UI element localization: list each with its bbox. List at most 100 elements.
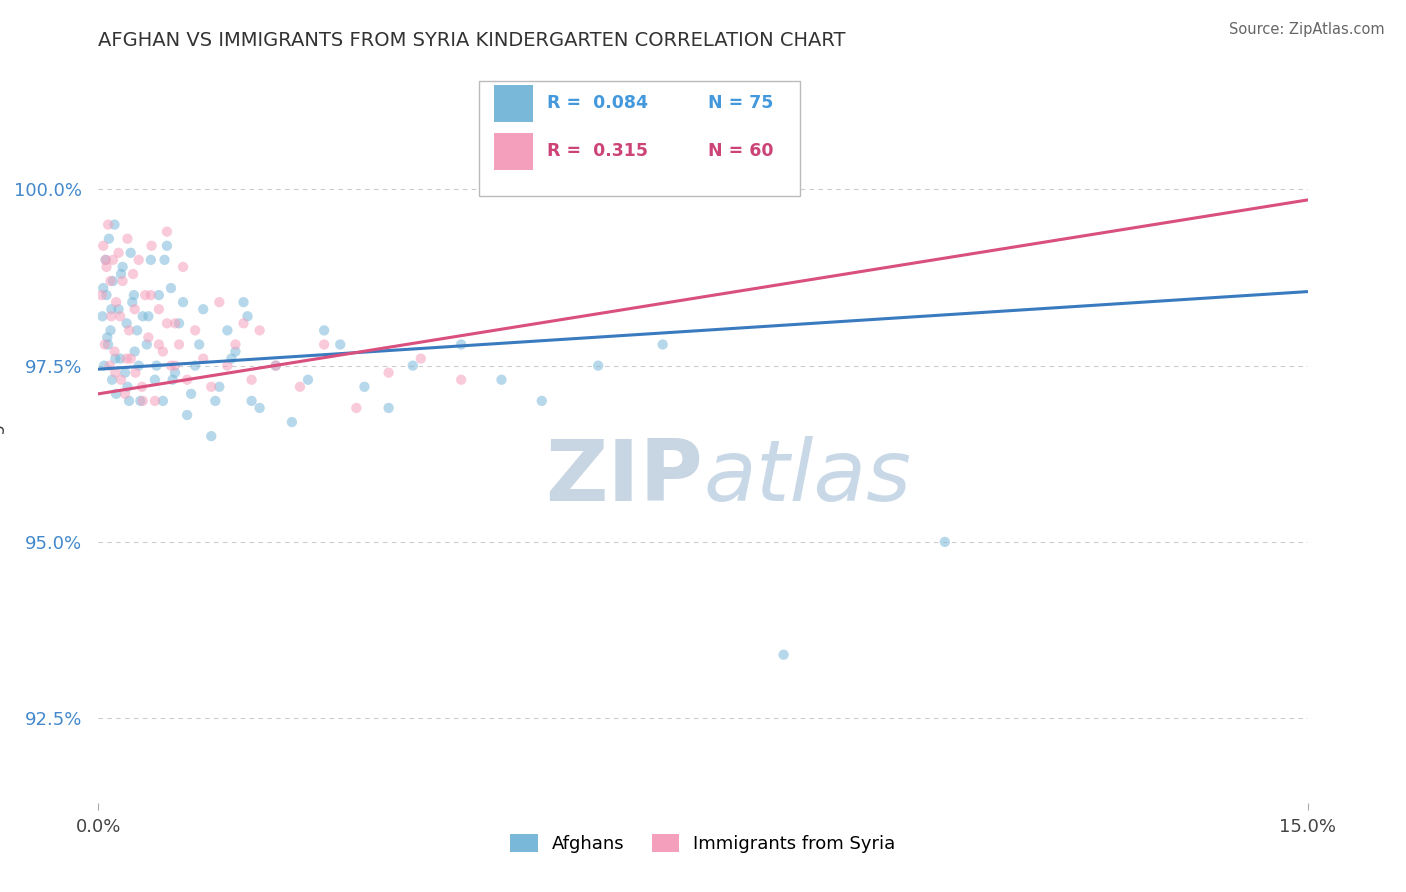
Point bbox=[124, 366, 146, 380]
Point bbox=[160, 359, 183, 373]
Point bbox=[114, 387, 136, 401]
Point bbox=[110, 267, 132, 281]
Point bbox=[105, 295, 128, 310]
Point bbox=[97, 337, 120, 351]
Point bbox=[314, 323, 336, 337]
Point bbox=[204, 393, 226, 408]
Text: R =  0.084: R = 0.084 bbox=[547, 95, 648, 112]
Point bbox=[110, 373, 132, 387]
Point bbox=[491, 373, 513, 387]
Point bbox=[108, 351, 131, 366]
Point bbox=[329, 337, 352, 351]
Point bbox=[103, 344, 125, 359]
Point bbox=[96, 330, 118, 344]
Point bbox=[103, 218, 125, 232]
Point bbox=[193, 302, 215, 317]
Point bbox=[208, 380, 231, 394]
Point bbox=[117, 380, 139, 394]
Point bbox=[141, 239, 163, 253]
Point bbox=[586, 359, 609, 373]
Point bbox=[208, 295, 231, 310]
FancyBboxPatch shape bbox=[479, 81, 800, 195]
Point bbox=[180, 387, 202, 401]
Point bbox=[409, 351, 432, 366]
Point bbox=[221, 351, 243, 366]
Point bbox=[138, 310, 160, 324]
Point bbox=[162, 373, 184, 387]
Point bbox=[232, 295, 254, 310]
Point bbox=[224, 344, 246, 359]
Point bbox=[124, 344, 146, 359]
Point bbox=[240, 393, 263, 408]
Point bbox=[101, 274, 124, 288]
Point bbox=[104, 366, 127, 380]
Point bbox=[111, 260, 134, 274]
Point bbox=[101, 252, 124, 267]
Point bbox=[138, 330, 160, 344]
Point bbox=[297, 373, 319, 387]
Point bbox=[118, 323, 141, 337]
Point bbox=[128, 252, 150, 267]
Point bbox=[217, 359, 239, 373]
Point bbox=[200, 429, 222, 443]
Point bbox=[94, 252, 117, 267]
Point bbox=[115, 316, 138, 330]
Point bbox=[91, 310, 114, 324]
Point bbox=[176, 408, 198, 422]
Point bbox=[131, 380, 153, 394]
Point bbox=[450, 373, 472, 387]
Point bbox=[160, 281, 183, 295]
Text: AFGHAN VS IMMIGRANTS FROM SYRIA KINDERGARTEN CORRELATION CHART: AFGHAN VS IMMIGRANTS FROM SYRIA KINDERGA… bbox=[98, 30, 846, 50]
Y-axis label: Kindergarten: Kindergarten bbox=[0, 374, 3, 491]
Legend: Afghans, Immigrants from Syria: Afghans, Immigrants from Syria bbox=[503, 827, 903, 861]
Point bbox=[772, 648, 794, 662]
Point bbox=[163, 359, 186, 373]
Point bbox=[156, 225, 179, 239]
Point bbox=[651, 337, 673, 351]
Point bbox=[124, 302, 146, 317]
Point bbox=[188, 337, 211, 351]
Point bbox=[156, 239, 179, 253]
Point bbox=[129, 393, 152, 408]
Point bbox=[934, 535, 956, 549]
Point bbox=[184, 359, 207, 373]
Point bbox=[107, 245, 129, 260]
Point bbox=[91, 281, 114, 295]
Point bbox=[236, 310, 259, 324]
Point bbox=[94, 252, 117, 267]
Point bbox=[172, 295, 194, 310]
Point bbox=[217, 323, 239, 337]
Point bbox=[97, 218, 120, 232]
Point bbox=[120, 245, 142, 260]
Point bbox=[156, 316, 179, 330]
Point bbox=[111, 274, 134, 288]
Point bbox=[104, 351, 127, 366]
Point bbox=[132, 393, 155, 408]
Point bbox=[139, 288, 162, 302]
Point bbox=[314, 337, 336, 351]
Point bbox=[101, 373, 124, 387]
Point bbox=[288, 380, 311, 394]
Point bbox=[122, 267, 145, 281]
Point bbox=[232, 316, 254, 330]
Point bbox=[176, 373, 198, 387]
Point bbox=[530, 393, 553, 408]
Point bbox=[193, 351, 215, 366]
Point bbox=[91, 239, 114, 253]
Point bbox=[249, 401, 271, 415]
Point bbox=[121, 295, 143, 310]
Point bbox=[148, 337, 170, 351]
Point bbox=[97, 232, 120, 246]
Point bbox=[377, 366, 399, 380]
Point bbox=[145, 359, 167, 373]
Point bbox=[90, 288, 112, 302]
Point bbox=[152, 344, 174, 359]
Point bbox=[108, 310, 131, 324]
Text: N = 60: N = 60 bbox=[707, 143, 773, 161]
Point bbox=[98, 359, 121, 373]
Point bbox=[148, 302, 170, 317]
Point bbox=[240, 373, 263, 387]
Text: atlas: atlas bbox=[703, 435, 911, 518]
Point bbox=[163, 316, 186, 330]
Point bbox=[114, 366, 136, 380]
